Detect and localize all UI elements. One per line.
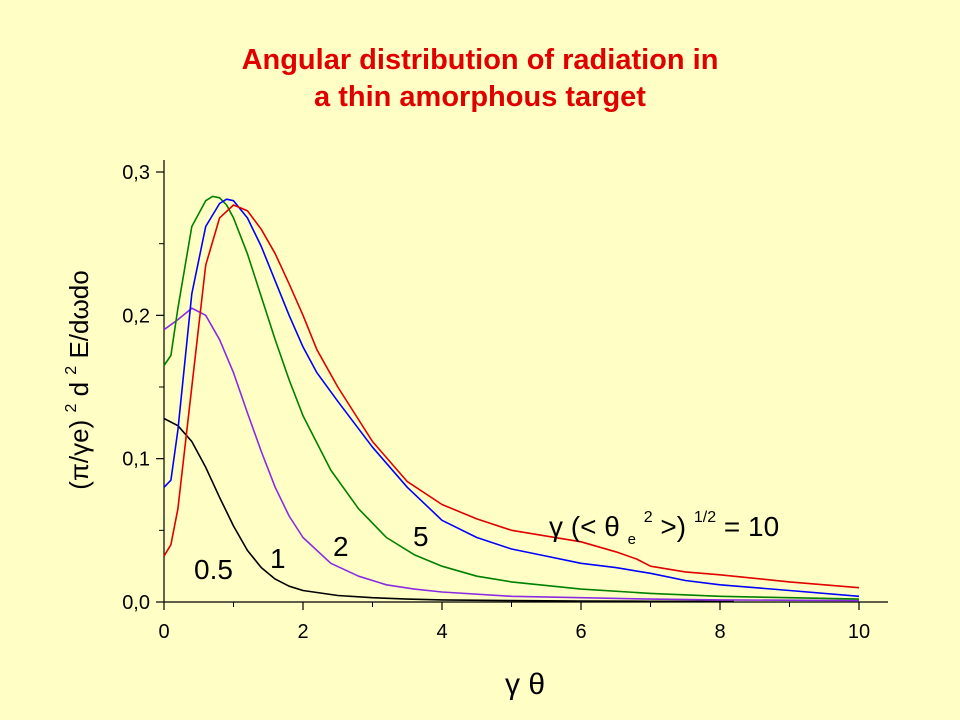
x-tick-label: 8: [714, 621, 725, 643]
series-line-2: [163, 195, 860, 600]
curve-label-0-5: 0.5: [194, 554, 233, 585]
y-label-rest: E/dωdo: [64, 270, 94, 358]
y-label-d-power: 2: [63, 366, 80, 375]
svg-text:(π/γe) 2 d: (π/γe) 2 d 2 E/dωdo: [52, 270, 94, 489]
y-axis-label: (π/γe) 2 d 2 E/dωdo: [52, 270, 94, 489]
annotation-square: 2: [644, 509, 653, 526]
y-label-d: d: [64, 382, 94, 396]
curve-label-2: 2: [333, 531, 349, 562]
chart-title-line-2: a thin amorphous target: [314, 81, 646, 113]
x-tick-label: 10: [848, 621, 870, 643]
x-tick-label: 2: [297, 621, 308, 643]
series-line-0-5: [163, 417, 734, 603]
annotation-rms-angle: γ (< θ e 2 >) 1/2 = 10: [549, 497, 779, 550]
y-tick-label: 0,3: [122, 162, 150, 184]
y-tick-label: 0,2: [122, 305, 150, 327]
annotation-equals: = 10: [724, 511, 779, 542]
y-tick-label: 0,0: [122, 592, 150, 614]
x-tick-label: 4: [436, 621, 447, 643]
annotation-exponent: 1/2: [694, 509, 716, 526]
annotation-theta: θ: [604, 511, 620, 542]
x-axis-label: γ θ: [505, 668, 545, 701]
series-line-10: [163, 204, 860, 589]
y-label-prefix: (π/γe): [64, 420, 94, 490]
annotation-subscript: e: [628, 531, 636, 548]
x-tick-label: 6: [575, 621, 586, 643]
annotation-open: (<: [571, 511, 597, 542]
ticks: 0 2 4 6 8 10 0,0 0,1 0,2 0,3: [122, 162, 870, 643]
curve-label-5: 5: [413, 521, 429, 552]
y-label-power: 2: [63, 404, 80, 413]
chart-title: Angular distribution of radiation in a t…: [0, 42, 960, 116]
axes: [163, 160, 888, 603]
series-line-1: [163, 307, 860, 602]
series-layer: [163, 195, 860, 603]
series-line-5: [163, 198, 860, 598]
curve-label-1: 1: [270, 543, 286, 574]
chart-title-line-1: Angular distribution of radiation in: [241, 44, 719, 76]
annotation-gamma: γ: [549, 511, 563, 542]
x-tick-label: 0: [158, 621, 169, 643]
annotation-close: >): [660, 511, 686, 542]
y-tick-label: 0,1: [122, 449, 150, 471]
